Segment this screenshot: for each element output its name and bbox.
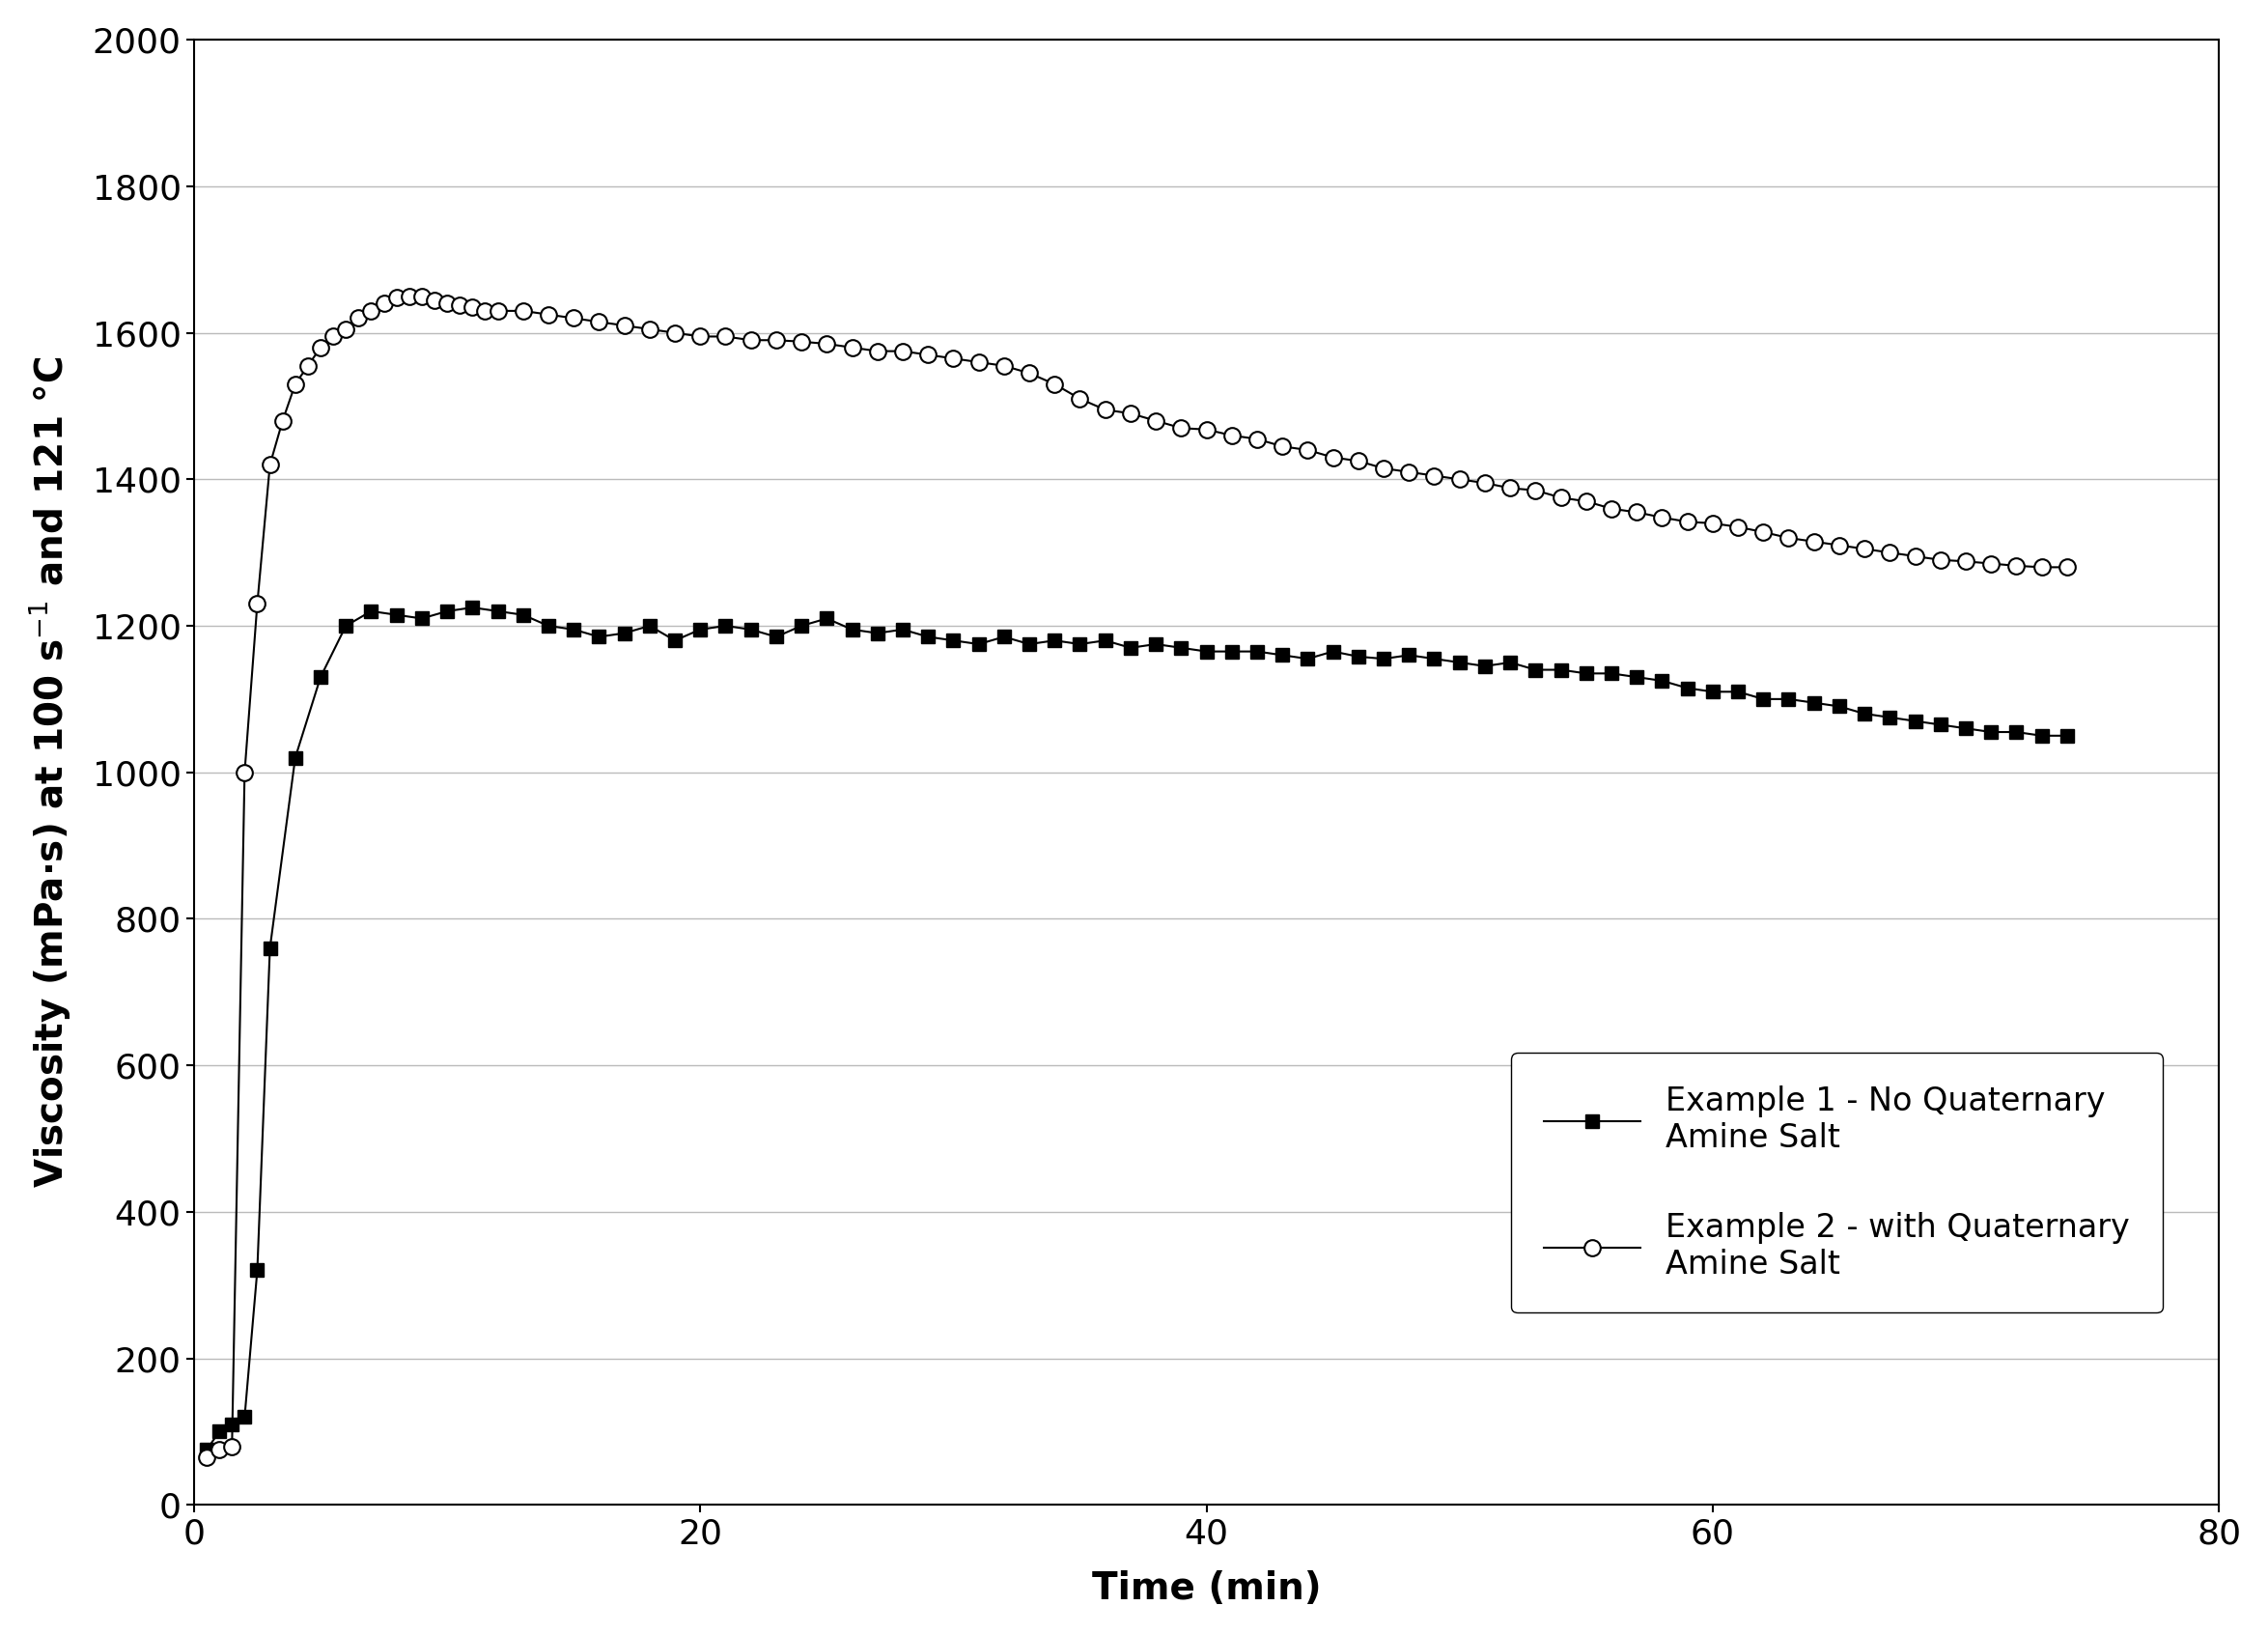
Example 2 - with Quaternary
Amine Salt xyxy=(243,595,270,614)
Example 1 - No Quaternary
Amine Salt xyxy=(535,616,562,636)
Line: Example 2 - with Quaternary
Amine Salt: Example 2 - with Quaternary Amine Salt xyxy=(200,288,2075,1466)
Example 1 - No Quaternary
Amine Salt xyxy=(1218,642,1245,662)
Legend: Example 1 - No Quaternary
Amine Salt, Example 2 - with Quaternary
Amine Salt: Example 1 - No Quaternary Amine Salt, Ex… xyxy=(1510,1052,2161,1312)
Example 1 - No Quaternary
Amine Salt xyxy=(2053,725,2080,745)
Example 2 - with Quaternary
Amine Salt xyxy=(966,353,993,373)
Example 2 - with Quaternary
Amine Salt xyxy=(306,338,333,358)
Example 2 - with Quaternary
Amine Salt xyxy=(193,1448,220,1467)
X-axis label: Time (min): Time (min) xyxy=(1091,1570,1322,1608)
Example 2 - with Quaternary
Amine Salt xyxy=(2053,557,2080,577)
Example 2 - with Quaternary
Amine Salt xyxy=(1572,492,1599,511)
Example 1 - No Quaternary
Amine Salt xyxy=(193,1440,220,1459)
Example 2 - with Quaternary
Amine Salt xyxy=(395,286,422,306)
Example 1 - No Quaternary
Amine Salt xyxy=(939,631,966,650)
Example 1 - No Quaternary
Amine Salt xyxy=(787,616,814,636)
Example 1 - No Quaternary
Amine Salt xyxy=(458,598,485,618)
Line: Example 1 - No Quaternary
Amine Salt: Example 1 - No Quaternary Amine Salt xyxy=(200,601,2073,1456)
Example 1 - No Quaternary
Amine Salt xyxy=(991,627,1018,647)
Example 1 - No Quaternary
Amine Salt xyxy=(814,609,841,629)
Example 2 - with Quaternary
Amine Salt xyxy=(1749,523,1776,542)
Y-axis label: Viscosity (mPa·s) at 100 s$^{-1}$ and 121 °C: Viscosity (mPa·s) at 100 s$^{-1}$ and 12… xyxy=(27,356,73,1188)
Example 2 - with Quaternary
Amine Salt xyxy=(218,1436,245,1456)
